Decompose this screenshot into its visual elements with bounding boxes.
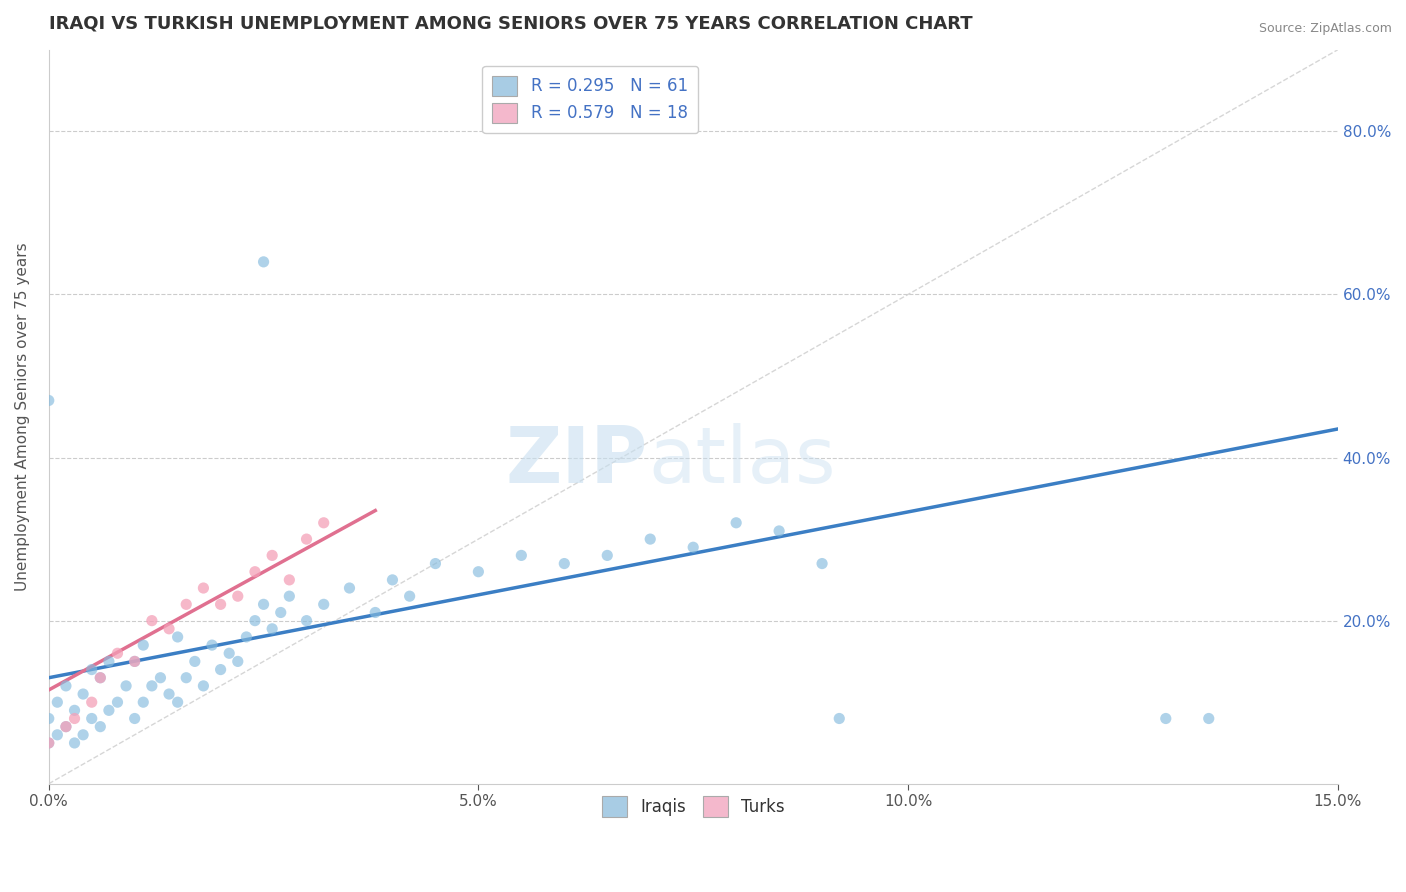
Point [149, 671, 172, 685]
Point [262, 549, 284, 563]
Point [38, 736, 60, 750]
Point [270, 606, 292, 620]
Point [124, 654, 146, 668]
Legend: Iraqis, Turks: Iraqis, Turks [592, 787, 794, 827]
Point [596, 549, 619, 563]
Point [252, 598, 274, 612]
Point [55, 679, 77, 693]
Point [132, 695, 155, 709]
Point [124, 711, 146, 725]
Point [166, 630, 188, 644]
Point [97, 654, 120, 668]
Point [1154, 711, 1177, 725]
Point [166, 695, 188, 709]
Point [72, 687, 94, 701]
Text: ZIP: ZIP [506, 423, 648, 499]
Point [141, 679, 163, 693]
Point [115, 679, 138, 693]
Point [226, 654, 249, 668]
Text: IRAQI VS TURKISH UNEMPLOYMENT AMONG SENIORS OVER 75 YEARS CORRELATION CHART: IRAQI VS TURKISH UNEMPLOYMENT AMONG SENI… [49, 15, 973, 33]
Y-axis label: Unemployment Among Seniors over 75 years: Unemployment Among Seniors over 75 years [15, 243, 30, 591]
Point [828, 711, 851, 725]
Point [107, 695, 129, 709]
Point [124, 654, 146, 668]
Point [63, 711, 86, 725]
Point [235, 630, 257, 644]
Point [638, 532, 661, 546]
Point [725, 516, 748, 530]
Point [89, 671, 111, 685]
Point [243, 565, 266, 579]
Point [295, 532, 318, 546]
Point [174, 598, 197, 612]
Point [38, 393, 60, 408]
Point [467, 565, 489, 579]
Point [398, 589, 420, 603]
Point [107, 646, 129, 660]
Point [89, 720, 111, 734]
Point [278, 573, 301, 587]
Point [209, 663, 232, 677]
Point [425, 557, 447, 571]
Point [1198, 711, 1220, 725]
Point [141, 614, 163, 628]
Point [193, 679, 215, 693]
Point [553, 557, 575, 571]
Point [262, 622, 284, 636]
Point [339, 581, 361, 595]
Point [811, 557, 834, 571]
Point [63, 736, 86, 750]
Point [132, 638, 155, 652]
Point [312, 516, 335, 530]
Point [243, 614, 266, 628]
Point [97, 703, 120, 717]
Point [63, 703, 86, 717]
Point [381, 573, 404, 587]
Point [157, 687, 180, 701]
Point [193, 581, 215, 595]
Point [682, 541, 704, 555]
Point [201, 638, 224, 652]
Point [46, 728, 69, 742]
Point [80, 711, 103, 725]
Point [55, 720, 77, 734]
Point [768, 524, 790, 538]
Point [278, 589, 301, 603]
Point [226, 589, 249, 603]
Point [55, 720, 77, 734]
Point [38, 736, 60, 750]
Point [80, 695, 103, 709]
Point [89, 671, 111, 685]
Point [80, 663, 103, 677]
Text: Source: ZipAtlas.com: Source: ZipAtlas.com [1258, 22, 1392, 36]
Point [364, 606, 387, 620]
Point [510, 549, 533, 563]
Point [184, 654, 207, 668]
Point [252, 255, 274, 269]
Point [312, 598, 335, 612]
Point [218, 646, 240, 660]
Point [38, 711, 60, 725]
Point [46, 695, 69, 709]
Point [157, 622, 180, 636]
Text: atlas: atlas [648, 423, 835, 499]
Point [174, 671, 197, 685]
Point [209, 598, 232, 612]
Point [72, 728, 94, 742]
Point [295, 614, 318, 628]
